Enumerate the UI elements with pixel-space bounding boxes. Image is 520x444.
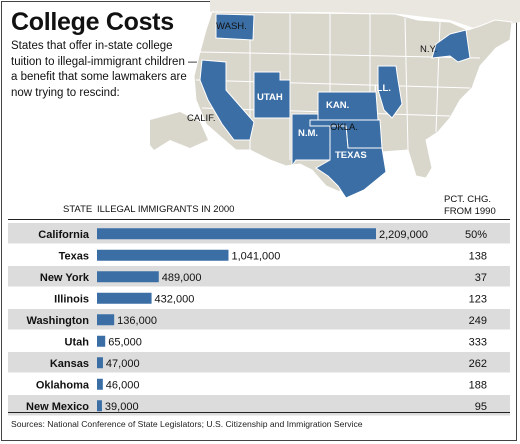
state-label: New York xyxy=(40,272,90,284)
header-pct: PCT. CHG. xyxy=(444,194,491,205)
pct-change-label: 333 xyxy=(469,336,487,348)
bar-value-label: 432,000 xyxy=(155,293,195,305)
alaska-shape xyxy=(150,112,208,150)
pct-change-label: 188 xyxy=(469,379,487,391)
label-ny: N.Y. xyxy=(420,44,438,55)
state-illinois xyxy=(377,65,403,119)
chart-subtitle: States that offer in-state college tuiti… xyxy=(11,40,200,99)
bar xyxy=(97,335,106,347)
label-nm: N.M. xyxy=(298,128,319,139)
state-label: Washington xyxy=(26,315,89,327)
footer-rule xyxy=(8,412,510,413)
bar xyxy=(97,249,229,261)
chart-title: College Costs xyxy=(11,8,174,36)
bar xyxy=(97,271,159,283)
pct-change-label: 123 xyxy=(469,293,487,305)
label-kan: KAN. xyxy=(326,100,350,111)
state-label: California xyxy=(38,229,90,241)
bar-value-label: 39,000 xyxy=(105,401,139,413)
state-label: Kansas xyxy=(50,358,89,370)
label-okla: OKLA. xyxy=(330,122,358,133)
state-utah xyxy=(253,71,291,119)
bar xyxy=(97,400,102,412)
state-label: New Mexico xyxy=(26,401,89,413)
bar-value-label: 2,209,000 xyxy=(379,229,428,241)
label-calif: CALIF. xyxy=(187,113,216,124)
source-note: Sources: National Conference of State Le… xyxy=(11,419,363,429)
bar-value-label: 489,000 xyxy=(162,272,202,284)
state-washington xyxy=(215,13,255,41)
pct-change-label: 37 xyxy=(475,272,487,284)
header-pct2: FROM 1990 xyxy=(444,206,496,217)
pct-change-label: 50% xyxy=(465,229,487,241)
pct-change-label: 262 xyxy=(469,358,487,370)
bar-value-label: 65,000 xyxy=(108,336,142,348)
state-new-york xyxy=(431,29,471,63)
us-map-graphic xyxy=(150,0,520,199)
row-stripe xyxy=(8,309,510,330)
pct-change-label: 138 xyxy=(469,250,487,262)
bar xyxy=(97,378,103,390)
state-label: Oklahoma xyxy=(36,379,90,391)
bar-value-label: 46,000 xyxy=(106,379,140,391)
canada-shape xyxy=(210,0,520,30)
pct-change-label: 249 xyxy=(469,315,487,327)
state-label: Utah xyxy=(65,336,90,348)
label-texas: TEXAS xyxy=(335,150,367,161)
state-label: Texas xyxy=(59,250,89,262)
us-map: WASH. CALIF. UTAH N.M. KAN. OKLA. TEXAS … xyxy=(150,0,520,200)
label-wash: WASH. xyxy=(216,21,247,32)
label-ill: ILL. xyxy=(374,83,391,94)
bar xyxy=(97,357,103,369)
bar-value-label: 136,000 xyxy=(117,315,157,327)
header-rule xyxy=(8,219,510,220)
header-state: STATE xyxy=(63,204,93,215)
bar-value-label: 1,041,000 xyxy=(231,250,280,262)
bar xyxy=(97,292,152,304)
header-immigrants: ILLEGAL IMMIGRANTS IN 2000 xyxy=(97,204,235,215)
state-california xyxy=(199,59,255,141)
bar xyxy=(97,314,115,326)
label-utah: UTAH xyxy=(257,92,283,103)
bar xyxy=(97,228,376,240)
row-stripe xyxy=(8,352,510,373)
state-texas xyxy=(315,125,387,199)
pct-change-label: 95 xyxy=(475,401,487,413)
bar-value-label: 47,000 xyxy=(106,358,140,370)
row-stripe xyxy=(8,395,510,416)
state-label: Illinois xyxy=(54,293,89,305)
